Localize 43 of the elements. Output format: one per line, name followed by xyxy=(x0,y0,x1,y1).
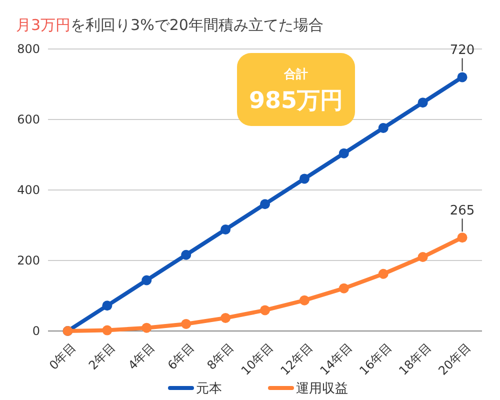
x-tick-label: 18年目 xyxy=(396,340,434,378)
legend-label: 運用収益 xyxy=(296,382,348,397)
point xyxy=(220,312,231,323)
point xyxy=(418,98,428,108)
x-tick-label: 20年目 xyxy=(436,340,474,378)
point xyxy=(181,318,192,329)
x-tick-label: 6年目 xyxy=(164,340,198,372)
y-tick-label: 600 xyxy=(17,112,40,127)
annotation: 合計 xyxy=(283,67,308,81)
point xyxy=(418,252,428,262)
chart-title: 月3万円を利回り3%で20年間積み立てた場合 xyxy=(16,16,324,34)
y-tick-label: 800 xyxy=(17,42,40,56)
point xyxy=(220,224,231,234)
point xyxy=(102,325,112,336)
point xyxy=(338,283,349,294)
x-tick-label: 14年目 xyxy=(317,340,355,378)
point xyxy=(299,174,310,184)
point xyxy=(142,275,152,286)
point xyxy=(299,295,310,306)
x-tick-label: 16年目 xyxy=(356,340,394,378)
point xyxy=(142,322,152,333)
point xyxy=(260,305,270,316)
y-tick-label: 0 xyxy=(32,324,40,338)
x-tick-label: 12年目 xyxy=(278,340,316,378)
point xyxy=(102,300,112,311)
y-tick-label: 400 xyxy=(17,183,40,198)
x-tick-label: 2年目 xyxy=(86,340,118,372)
x-tick-label: 8年目 xyxy=(204,340,237,372)
x-tick-label: 4年目 xyxy=(125,340,158,372)
point xyxy=(181,250,192,260)
x-tick-label: 0年目 xyxy=(46,340,79,372)
x-tick-label: 10年目 xyxy=(238,340,276,378)
legend-label: 元本 xyxy=(196,382,222,397)
point xyxy=(457,72,468,82)
point xyxy=(457,232,468,243)
point xyxy=(260,199,270,210)
point xyxy=(378,122,388,133)
point xyxy=(338,148,349,158)
y-tick-label: 200 xyxy=(17,254,40,268)
annotation: 985万円 xyxy=(248,88,344,114)
data-label: 265 xyxy=(450,204,475,219)
data-label: 720 xyxy=(450,43,475,58)
point xyxy=(378,268,388,279)
